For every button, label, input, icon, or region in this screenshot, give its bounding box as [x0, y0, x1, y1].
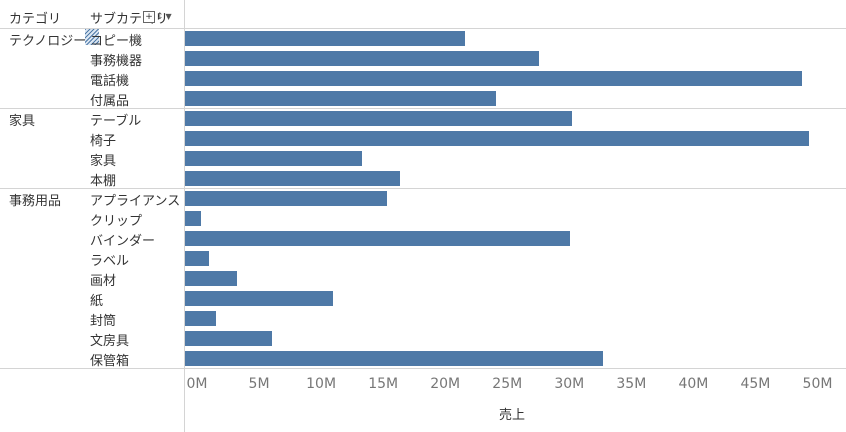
- group-divider: [0, 188, 846, 189]
- category-label[interactable]: テクノロジー: [9, 34, 87, 49]
- subcategory-label[interactable]: 保管箱: [90, 354, 130, 369]
- x-tick-label: 20M: [430, 376, 461, 392]
- x-tick-label: 15M: [368, 376, 399, 392]
- bar[interactable]: [185, 151, 362, 166]
- x-tick-label: 10M: [306, 376, 337, 392]
- category-label[interactable]: 事務用品: [9, 194, 62, 209]
- sort-icon[interactable]: ↕: [156, 12, 164, 22]
- bar[interactable]: [185, 231, 570, 246]
- bar[interactable]: [185, 331, 272, 346]
- subcategory-label[interactable]: 椅子: [90, 134, 117, 149]
- subcategory-label[interactable]: 事務機器: [90, 54, 143, 69]
- bar[interactable]: [185, 91, 496, 106]
- group-divider: [0, 368, 846, 369]
- subcategory-label[interactable]: 家具: [90, 154, 117, 169]
- bar[interactable]: [185, 351, 603, 366]
- bar[interactable]: [185, 191, 387, 206]
- axis-divider: [184, 0, 185, 432]
- bar[interactable]: [185, 291, 333, 306]
- subcategory-label[interactable]: バインダー: [90, 234, 156, 249]
- x-tick-label: 25M: [492, 376, 523, 392]
- selection-marker-icon: [85, 29, 99, 45]
- subcategory-label[interactable]: 文房具: [90, 334, 130, 349]
- category-header[interactable]: カテゴリ: [9, 12, 62, 27]
- x-tick-label: 45M: [740, 376, 771, 392]
- subcategory-label[interactable]: 電話機: [90, 74, 130, 89]
- bar[interactable]: [185, 251, 209, 266]
- subcategory-label[interactable]: 画材: [90, 274, 117, 289]
- subcategory-label[interactable]: 封筒: [90, 314, 117, 329]
- subcategory-label[interactable]: 本棚: [90, 174, 117, 189]
- subcategory-label[interactable]: 紙: [90, 294, 104, 309]
- header-divider: [0, 28, 846, 29]
- x-tick-label: 0M: [186, 376, 208, 392]
- x-tick-label: 35M: [616, 376, 647, 392]
- subcategory-label[interactable]: アプライアンス: [90, 194, 181, 209]
- subcategory-label[interactable]: テーブル: [90, 114, 142, 129]
- header-tools: + ↕ ▼: [143, 11, 172, 23]
- bar[interactable]: [185, 111, 572, 126]
- x-tick-label: 5M: [248, 376, 270, 392]
- bar[interactable]: [185, 31, 465, 46]
- expand-icon[interactable]: +: [143, 11, 155, 23]
- bar[interactable]: [185, 211, 201, 226]
- x-tick-label: 30M: [554, 376, 585, 392]
- dropdown-icon[interactable]: ▼: [165, 12, 172, 21]
- subcategory-label[interactable]: コピー機: [90, 34, 143, 49]
- subcategory-label[interactable]: クリップ: [90, 214, 143, 229]
- bar[interactable]: [185, 311, 216, 326]
- x-tick-label: 40M: [678, 376, 709, 392]
- x-tick-label: 50M: [802, 376, 833, 392]
- subcategory-label[interactable]: ラベル: [90, 254, 130, 269]
- bar[interactable]: [185, 51, 539, 66]
- bar[interactable]: [185, 171, 400, 186]
- bar[interactable]: [185, 71, 802, 86]
- bar[interactable]: [185, 131, 809, 146]
- x-axis-title: 売上: [498, 408, 526, 423]
- bar[interactable]: [185, 271, 237, 286]
- category-label[interactable]: 家具: [9, 114, 36, 129]
- subcategory-label[interactable]: 付属品: [90, 94, 130, 109]
- group-divider: [0, 108, 846, 109]
